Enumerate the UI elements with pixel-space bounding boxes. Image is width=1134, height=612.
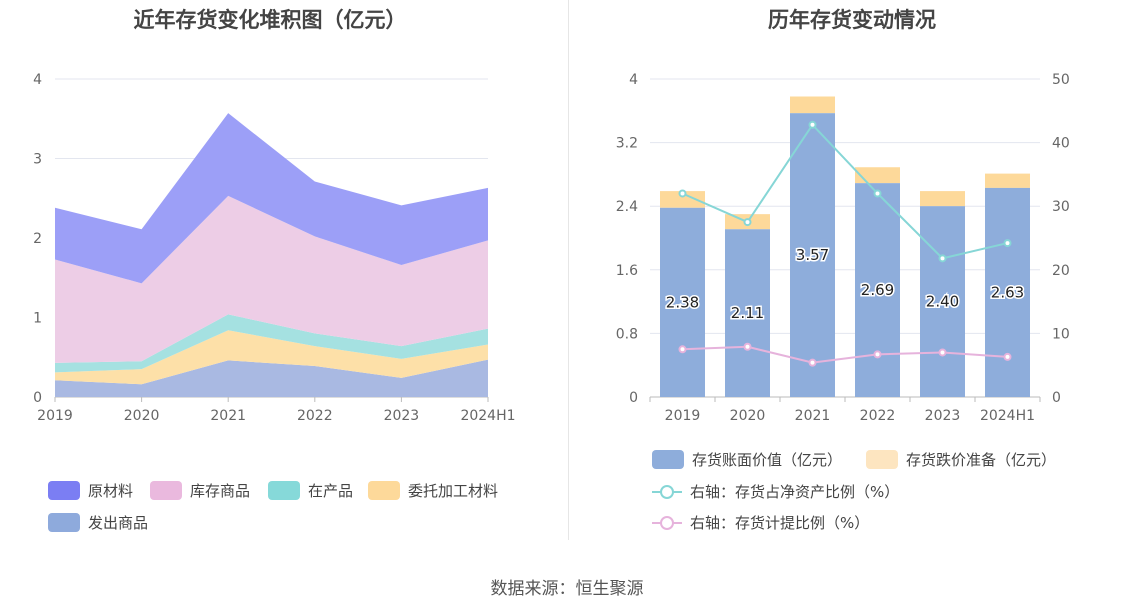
- right-y2-tick-label: 50: [1052, 72, 1070, 88]
- left-y-tick-label: 0: [33, 390, 42, 406]
- bar-book-value: [790, 113, 835, 397]
- right-y-tick-label: 1.6: [616, 263, 638, 279]
- left-x-tick-label: 2021: [210, 408, 246, 424]
- right-y2-tick-label: 30: [1052, 199, 1070, 215]
- left-y-tick-label: 2: [33, 231, 42, 247]
- bar-provision: [920, 191, 965, 207]
- legend-item[interactable]: 发出商品: [48, 512, 148, 533]
- legend-swatch: [150, 481, 182, 500]
- right-x-tick-label: 2019: [665, 408, 701, 424]
- left-y-tick-label: 3: [33, 152, 42, 168]
- legend-swatch: [48, 513, 80, 532]
- bar-value-label: 2.40: [926, 293, 959, 311]
- legend-swatch: [268, 481, 300, 500]
- legend-line-swatch: [652, 513, 682, 533]
- bar-book-value: [660, 207, 705, 397]
- legend-label: 存货账面价值（亿元）: [692, 451, 843, 469]
- legend-swatch: [652, 450, 684, 469]
- legend-swatch: [866, 450, 898, 469]
- line-point-0: [1003, 239, 1012, 248]
- right-x-tick-label: 2024H1: [980, 408, 1035, 424]
- line-point-0: [808, 120, 817, 129]
- legend-line-swatch: [652, 482, 682, 502]
- line-point-0: [743, 218, 752, 227]
- bar-value-label: 2.11: [731, 304, 764, 322]
- bar-provision: [985, 173, 1030, 188]
- line-point-1: [1003, 352, 1012, 361]
- area-0: [55, 359, 488, 397]
- legend-label: 发出商品: [88, 514, 149, 532]
- left-x-tick-label: 2023: [384, 408, 420, 424]
- left-x-tick-label: 2020: [124, 408, 160, 424]
- bar-value-label: 3.57: [796, 246, 829, 264]
- right-y2-tick-label: 40: [1052, 136, 1070, 152]
- line-point-0: [873, 189, 882, 198]
- data-source: 数据来源：恒生聚源: [490, 579, 644, 599]
- right-x-tick-label: 2020: [730, 408, 766, 424]
- bar-value-label: 2.38: [666, 293, 699, 311]
- line-point-1: [938, 348, 947, 357]
- legend-label: 库存商品: [190, 482, 251, 500]
- right-y2-tick-label: 0: [1052, 390, 1061, 406]
- left-y-tick-label: 4: [33, 72, 42, 88]
- legend-item[interactable]: 原材料: [48, 480, 133, 501]
- bar-book-value: [920, 206, 965, 397]
- right-y2-tick-label: 10: [1052, 326, 1070, 342]
- legend-label: 委托加工材料: [408, 482, 499, 500]
- legend-label: 在产品: [308, 482, 354, 500]
- right-y2-tick-label: 20: [1052, 263, 1070, 279]
- right-y-tick-label: 2.4: [616, 199, 638, 215]
- bar-book-value: [985, 187, 1030, 397]
- bar-provision: [790, 96, 835, 114]
- legend-item[interactable]: 右轴：存货计提比例（%）: [652, 512, 869, 533]
- right-y-tick-label: 4: [629, 72, 638, 88]
- right-chart-title: 历年存货变动情况: [768, 8, 936, 32]
- area-1: [55, 330, 488, 385]
- legend-label: 右轴：存货占净资产比例（%）: [690, 483, 900, 501]
- left-y-tick-label: 1: [33, 311, 42, 327]
- left-x-tick-label: 2019: [37, 408, 73, 424]
- legend-label: 存货跌价准备（亿元）: [906, 451, 1057, 469]
- left-x-tick-label: 2022: [297, 408, 333, 424]
- line-point-0: [678, 189, 687, 198]
- legend-item[interactable]: 存货账面价值（亿元）: [652, 449, 842, 470]
- bar-value-label: 2.63: [991, 283, 1024, 301]
- line-point-1: [808, 358, 817, 367]
- bar-provision: [660, 191, 705, 208]
- legend-item[interactable]: 委托加工材料: [368, 480, 498, 501]
- legend-label: 右轴：存货计提比例（%）: [690, 514, 870, 532]
- bar-value-label: 2.69: [861, 281, 894, 299]
- line-point-0: [938, 254, 947, 263]
- line-point-1: [873, 350, 882, 359]
- legend-swatch: [48, 481, 80, 500]
- legend-item[interactable]: 存货跌价准备（亿元）: [866, 449, 1056, 470]
- area-2: [55, 314, 488, 373]
- right-x-tick-label: 2023: [925, 408, 961, 424]
- line-point-1: [743, 342, 752, 351]
- legend-item[interactable]: 在产品: [268, 480, 353, 501]
- bar-book-value: [855, 183, 900, 397]
- line-point-1: [678, 345, 687, 354]
- left-chart-title: 近年存货变化堆积图（亿元）: [133, 8, 407, 32]
- legend-item[interactable]: 库存商品: [150, 480, 250, 501]
- panel-divider: [568, 0, 569, 540]
- bar-book-value: [725, 229, 770, 397]
- line-series-0: [682, 123, 1008, 260]
- line-series-1: [682, 345, 1008, 364]
- area-4: [55, 113, 488, 284]
- right-y-tick-label: 3.2: [616, 136, 638, 152]
- bar-provision: [855, 167, 900, 184]
- right-x-tick-label: 2022: [860, 408, 896, 424]
- area-3: [55, 195, 488, 363]
- right-y-tick-label: 0.8: [616, 326, 638, 342]
- right-y-tick-label: 0: [629, 390, 638, 406]
- right-x-tick-label: 2021: [795, 408, 831, 424]
- legend-swatch: [368, 481, 400, 500]
- legend-item[interactable]: 右轴：存货占净资产比例（%）: [652, 481, 899, 502]
- left-x-tick-label: 2024H1: [460, 408, 515, 424]
- legend-label: 原材料: [88, 482, 134, 500]
